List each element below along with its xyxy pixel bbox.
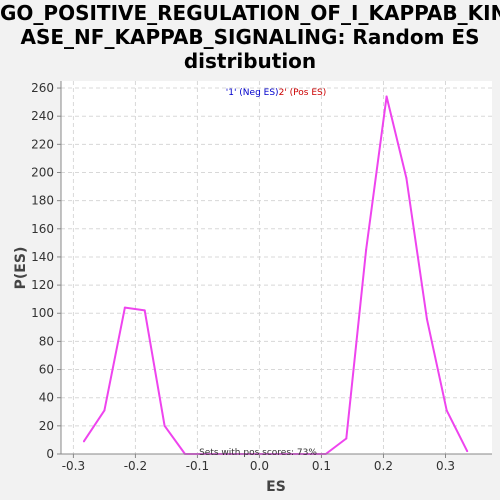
pos-scores-annotation: Sets with pos scores: 73% <box>199 448 317 458</box>
data-point <box>163 424 166 427</box>
x-tick-label: -0.3 <box>62 459 85 473</box>
x-tick-label: 0.0 <box>250 459 269 473</box>
data-point <box>345 437 348 440</box>
y-tick-label: 40 <box>39 391 54 405</box>
x-tick-label: 0.2 <box>374 459 393 473</box>
x-tick-label: 0.1 <box>312 459 331 473</box>
data-point <box>82 440 85 443</box>
y-tick-label: 260 <box>31 81 54 95</box>
data-point <box>123 306 126 309</box>
chart-title-line-3: distribution <box>183 49 317 73</box>
data-point <box>365 248 368 251</box>
y-tick-label: 200 <box>31 165 54 179</box>
data-point <box>103 409 106 412</box>
y-tick-label: 0 <box>46 447 54 461</box>
chart-title-line-2: ASE_NF_KAPPAB_SIGNALING: Random ES <box>20 25 480 49</box>
x-tick-label: -0.1 <box>186 459 209 473</box>
y-tick-label: 20 <box>39 419 54 433</box>
y-tick-label: 240 <box>31 109 54 123</box>
legend: '1' (Neg ES)2' (Pos ES) <box>226 88 326 98</box>
x-tick-label: -0.2 <box>124 459 147 473</box>
legend-pos-label: 2' (Pos ES) <box>279 88 327 98</box>
data-point <box>466 450 469 453</box>
y-tick-label: 220 <box>31 137 54 151</box>
y-tick-label: 120 <box>31 278 54 292</box>
y-tick-label: 180 <box>31 194 54 208</box>
y-tick-label: 100 <box>31 306 54 320</box>
x-axis-ticks: -0.3 -0.2 -0.1 0.0 0.1 0.2 0.3 <box>62 454 455 473</box>
data-point <box>425 317 428 320</box>
y-tick-label: 80 <box>39 334 54 348</box>
chart-title: GO_POSITIVE_REGULATION_OF_I_KAPPAB_KIN A… <box>0 0 500 73</box>
y-tick-label: 140 <box>31 250 54 264</box>
legend-neg-label: '1' (Neg ES) <box>226 88 279 98</box>
data-point <box>385 95 388 98</box>
chart-title-line-1: GO_POSITIVE_REGULATION_OF_I_KAPPAB_KIN <box>0 1 500 25</box>
x-tick-label: 0.3 <box>436 459 455 473</box>
data-point <box>405 177 408 180</box>
y-tick-label: 60 <box>39 363 54 377</box>
y-axis-label: P(ES) <box>13 247 29 290</box>
grid-lines <box>61 81 492 455</box>
data-point <box>445 409 448 412</box>
data-point <box>143 309 146 312</box>
x-axis-label: ES <box>266 479 286 495</box>
y-tick-label: 160 <box>31 222 54 236</box>
y-axis-ticks: 0 20 40 60 80 100 120 140 160 180 200 220 240 260 <box>31 81 61 461</box>
